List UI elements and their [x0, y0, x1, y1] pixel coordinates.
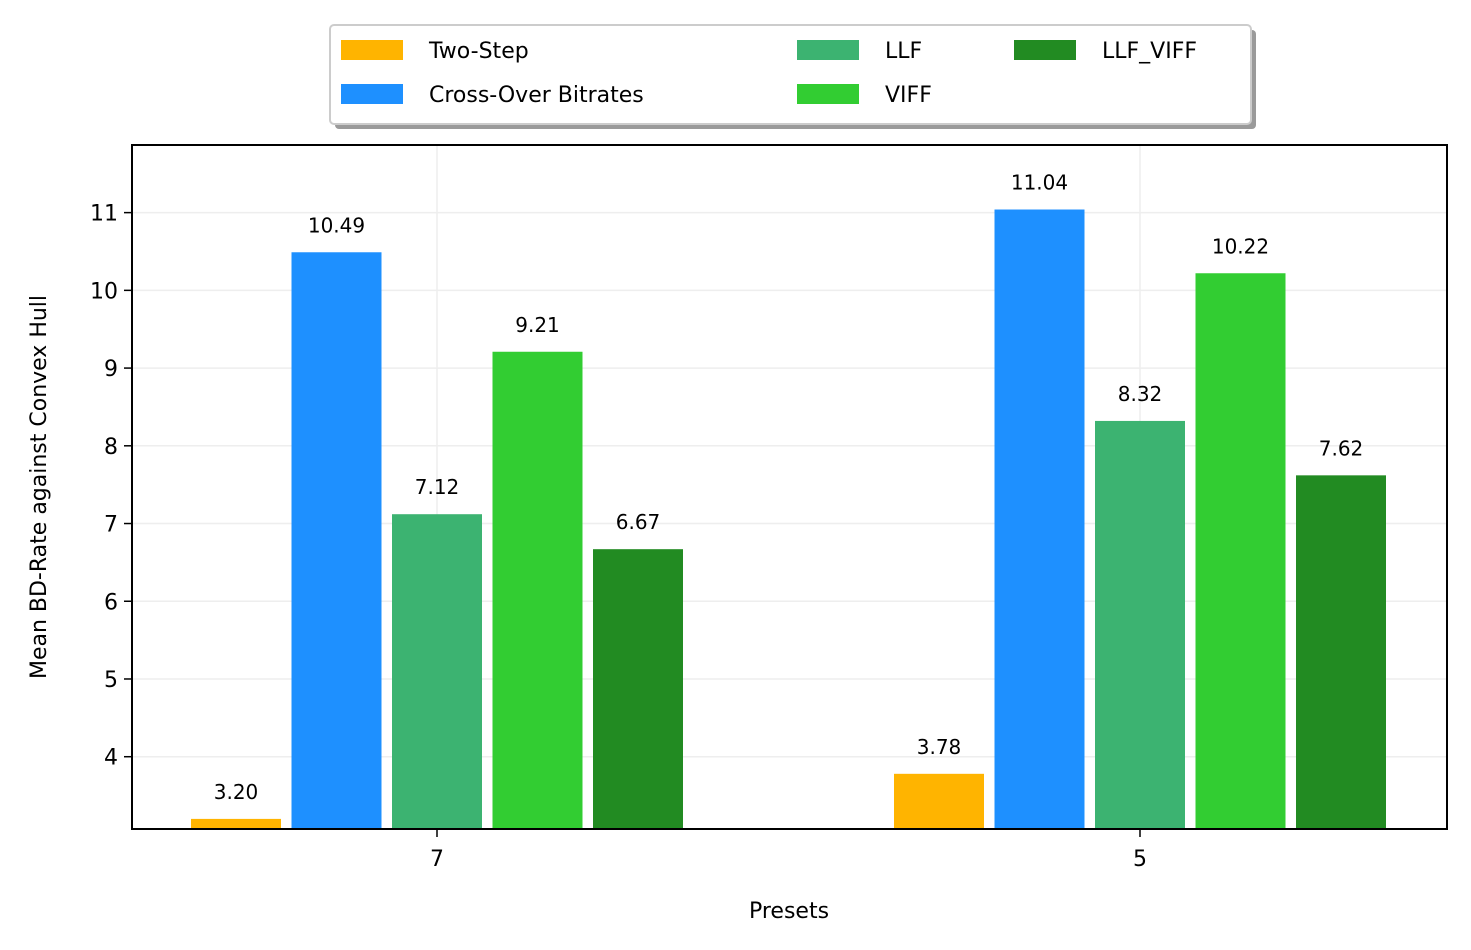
bar: [1296, 475, 1386, 829]
bar: [392, 514, 482, 829]
data-label: 8.32: [1118, 382, 1163, 406]
data-label: 7.62: [1319, 436, 1364, 460]
data-labels: 3.20 10.49 7.12 9.21 6.67 3.78 11.04 8.32 10.22 7…: [214, 171, 1364, 804]
x-tick-label: 5: [1133, 847, 1147, 872]
bar: [894, 773, 984, 829]
legend-swatch: [341, 84, 403, 104]
bar: [492, 351, 583, 829]
y-tick-label: 4: [104, 746, 118, 771]
y-tick-label: 8: [104, 435, 118, 460]
plot-frame: [131, 144, 1448, 830]
y-tick-label: 5: [104, 668, 118, 693]
bars: [191, 209, 1386, 829]
data-label: 7.12: [415, 475, 460, 499]
legend-label: Cross-Over Bitrates: [429, 83, 644, 108]
data-label: 9.21: [515, 313, 560, 337]
bar: [291, 252, 382, 829]
data-label: 11.04: [1011, 171, 1068, 195]
y-tick-label: 7: [104, 513, 118, 538]
data-label: 10.22: [1212, 234, 1269, 258]
y-axis: 4 5 6 7 8 9 10 11: [90, 202, 132, 771]
bar: [593, 549, 683, 829]
legend-swatch: [797, 40, 859, 60]
x-tick-label: 7: [430, 847, 444, 872]
legend-label: VIFF: [885, 83, 932, 108]
y-axis-label: Mean BD-Rate against Convex Hull: [27, 295, 52, 679]
bar: [1195, 273, 1286, 829]
y-tick-label: 10: [90, 279, 118, 304]
legend-label: Two-Step: [428, 39, 529, 64]
x-axis-label: Presets: [749, 899, 829, 924]
legend-swatch: [797, 84, 859, 104]
bar: [994, 209, 1085, 829]
legend-label: LLF_VIFF: [1102, 39, 1197, 64]
y-tick-label: 9: [104, 357, 118, 382]
y-tick-label: 11: [90, 202, 118, 227]
bar: [1095, 420, 1185, 829]
data-label: 10.49: [308, 213, 365, 237]
bar: [191, 818, 281, 829]
legend-swatch: [341, 40, 403, 60]
legend-swatch: [1014, 40, 1076, 60]
legend-label: LLF: [885, 39, 922, 64]
data-label: 6.67: [616, 510, 661, 534]
data-label: 3.78: [917, 735, 962, 759]
legend: Two-Step Cross-Over Bitrates LLF VIFF LLF_VI…: [329, 24, 1256, 129]
data-label: 3.20: [214, 780, 259, 804]
y-tick-label: 6: [104, 590, 118, 615]
